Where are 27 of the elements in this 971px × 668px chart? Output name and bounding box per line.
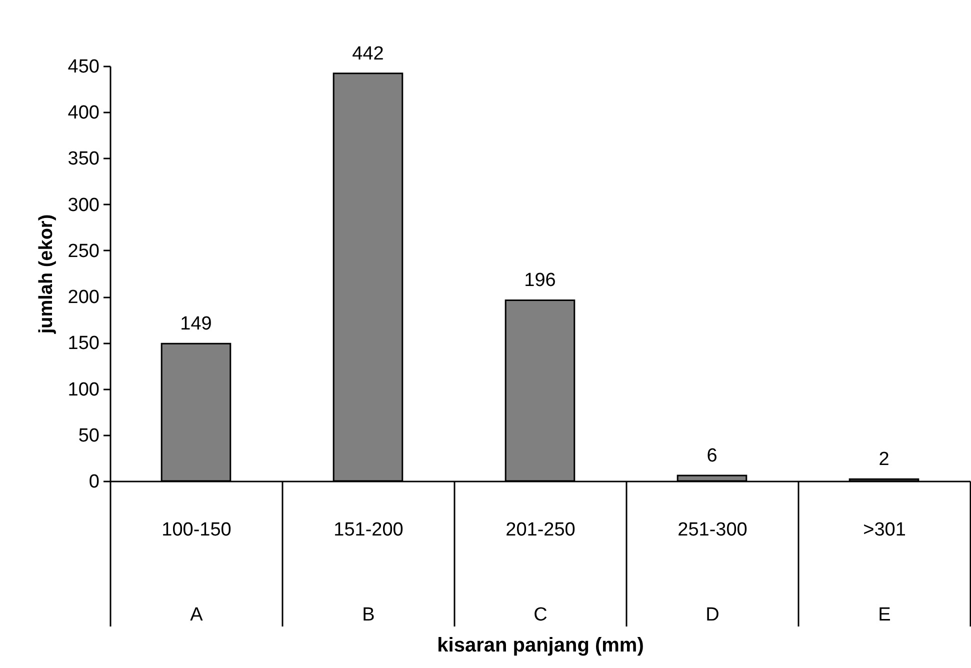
y-tick-label: 150 [68, 333, 100, 354]
y-tick-label: 100 [68, 379, 100, 400]
y-tick-label: 0 [88, 472, 100, 492]
x-tick-label: 100-150 [162, 520, 232, 540]
data-label: 442 [352, 43, 384, 64]
y-axis-title: jumlah (ekor) [36, 214, 57, 335]
y-tick-label: 50 [78, 425, 100, 446]
data-label: 149 [180, 314, 212, 335]
x-tick-label: 151-200 [334, 520, 404, 540]
x-axis-title: kisaran panjang (mm) [437, 634, 644, 656]
y-tick-label: 400 [68, 102, 100, 124]
x-tick-label: 201-250 [506, 520, 576, 540]
text: E [878, 604, 891, 626]
y-tick-label: 350 [68, 148, 100, 170]
text: B [362, 604, 375, 626]
y-tick-label: 450 [68, 56, 100, 78]
data-label: 2 [878, 449, 890, 470]
y-tick-label: 200 [68, 287, 100, 308]
text: D [706, 604, 720, 626]
y-tick-label: 250 [68, 240, 100, 262]
data-label: 196 [524, 270, 556, 292]
x-tick-label: >301 [863, 520, 906, 540]
x-tick-label: 251-300 [678, 520, 748, 540]
y-tick-label: 300 [68, 194, 100, 216]
text: A [190, 604, 204, 626]
data-label: 6 [706, 445, 718, 466]
text: C [534, 604, 548, 626]
